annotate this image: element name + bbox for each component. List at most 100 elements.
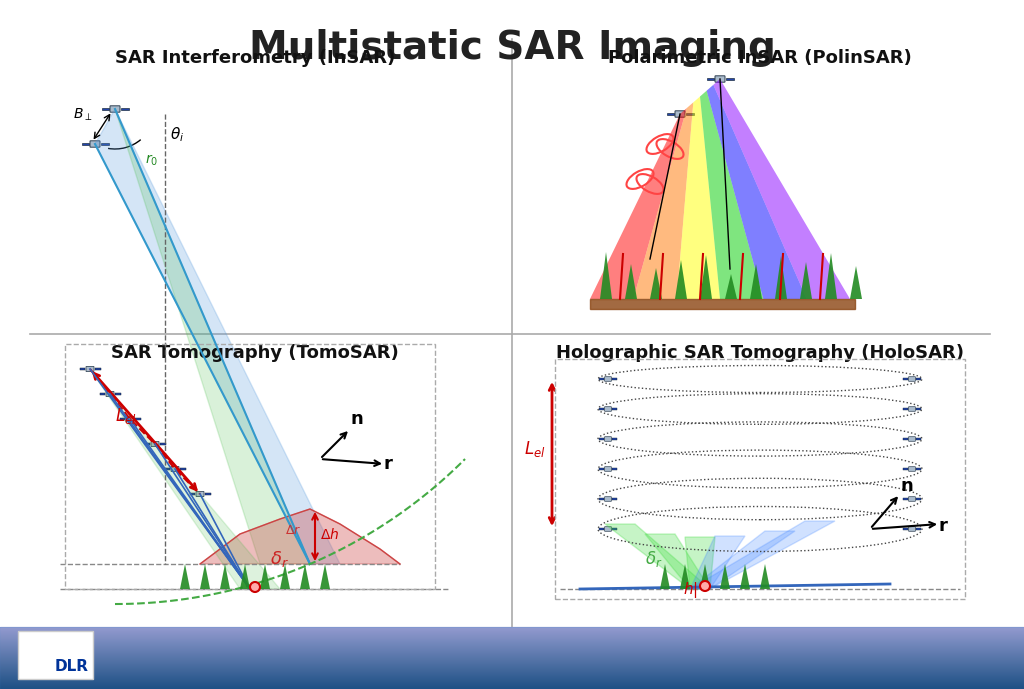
Polygon shape <box>0 646 1024 647</box>
Text: $\mathbf{n}$: $\mathbf{n}$ <box>350 410 364 428</box>
Polygon shape <box>95 109 340 564</box>
Polygon shape <box>0 675 1024 676</box>
Polygon shape <box>0 632 1024 633</box>
Polygon shape <box>700 91 763 299</box>
FancyBboxPatch shape <box>908 377 915 381</box>
Polygon shape <box>700 251 712 299</box>
Bar <box>612 378 617 380</box>
FancyBboxPatch shape <box>171 466 179 471</box>
Polygon shape <box>590 299 855 309</box>
Polygon shape <box>800 249 812 299</box>
Polygon shape <box>0 685 1024 686</box>
Polygon shape <box>90 369 280 589</box>
Bar <box>612 408 617 410</box>
Polygon shape <box>0 653 1024 654</box>
Polygon shape <box>0 635 1024 636</box>
Text: $\Delta r$: $\Delta r$ <box>285 524 301 537</box>
FancyBboxPatch shape <box>86 367 94 371</box>
Polygon shape <box>0 657 1024 658</box>
Bar <box>707 78 714 81</box>
Polygon shape <box>0 658 1024 659</box>
Polygon shape <box>0 638 1024 639</box>
FancyBboxPatch shape <box>715 76 725 82</box>
Text: SAR Tomography (TomoSAR): SAR Tomography (TomoSAR) <box>112 344 399 362</box>
Polygon shape <box>0 686 1024 687</box>
Bar <box>599 378 604 380</box>
Polygon shape <box>0 650 1024 651</box>
Text: $\mathbf{r}$: $\mathbf{r}$ <box>938 517 949 535</box>
FancyBboxPatch shape <box>604 466 611 471</box>
Polygon shape <box>0 662 1024 663</box>
Polygon shape <box>690 521 835 589</box>
Polygon shape <box>825 261 837 299</box>
Polygon shape <box>0 634 1024 635</box>
Bar <box>115 393 121 395</box>
FancyBboxPatch shape <box>106 391 114 397</box>
Polygon shape <box>645 534 710 589</box>
FancyBboxPatch shape <box>604 407 611 411</box>
Polygon shape <box>0 629 1024 630</box>
FancyBboxPatch shape <box>196 491 204 497</box>
Bar <box>916 498 921 500</box>
FancyBboxPatch shape <box>675 111 685 117</box>
FancyBboxPatch shape <box>151 442 159 446</box>
Bar <box>18 631 93 679</box>
Polygon shape <box>0 645 1024 646</box>
FancyBboxPatch shape <box>908 466 915 471</box>
Polygon shape <box>260 564 270 589</box>
Polygon shape <box>0 679 1024 680</box>
Bar <box>144 443 151 445</box>
Polygon shape <box>0 668 1024 669</box>
Polygon shape <box>0 627 1024 628</box>
Bar <box>667 112 674 115</box>
Polygon shape <box>180 564 190 589</box>
Bar <box>916 378 921 380</box>
Polygon shape <box>0 688 1024 689</box>
Polygon shape <box>700 564 710 589</box>
Polygon shape <box>0 628 1024 629</box>
Bar <box>160 443 166 445</box>
Bar <box>903 378 908 380</box>
Bar <box>165 468 170 470</box>
Bar <box>121 107 128 110</box>
Polygon shape <box>0 678 1024 679</box>
Polygon shape <box>0 663 1024 664</box>
Polygon shape <box>280 564 290 589</box>
Bar <box>903 468 908 470</box>
FancyBboxPatch shape <box>604 497 611 502</box>
Text: $B_\perp$: $B_\perp$ <box>73 107 92 123</box>
Polygon shape <box>677 96 720 299</box>
Polygon shape <box>0 642 1024 643</box>
Polygon shape <box>0 630 1024 631</box>
Polygon shape <box>0 637 1024 638</box>
Bar <box>726 78 733 81</box>
Polygon shape <box>0 643 1024 644</box>
Text: DLR: DLR <box>55 659 89 674</box>
Text: $h|$: $h|$ <box>683 580 697 600</box>
Polygon shape <box>0 661 1024 662</box>
Polygon shape <box>0 666 1024 667</box>
Polygon shape <box>714 79 850 299</box>
Text: $r_0$: $r_0$ <box>145 153 158 168</box>
Bar <box>101 107 109 110</box>
Polygon shape <box>0 644 1024 645</box>
Polygon shape <box>740 564 750 589</box>
Polygon shape <box>0 673 1024 674</box>
Polygon shape <box>685 537 715 589</box>
Polygon shape <box>660 564 670 589</box>
FancyBboxPatch shape <box>604 526 611 531</box>
Bar <box>555 359 965 599</box>
Text: SAR Interferometry (InSAR): SAR Interferometry (InSAR) <box>115 49 395 67</box>
Bar <box>903 528 908 530</box>
Bar <box>916 438 921 440</box>
Polygon shape <box>0 674 1024 675</box>
Bar <box>80 368 85 370</box>
Text: $\Delta h$: $\Delta h$ <box>319 527 339 542</box>
Polygon shape <box>0 659 1024 660</box>
Polygon shape <box>0 680 1024 681</box>
Polygon shape <box>0 633 1024 634</box>
FancyBboxPatch shape <box>604 377 611 381</box>
Polygon shape <box>0 639 1024 640</box>
Polygon shape <box>750 270 762 299</box>
Bar <box>99 393 105 395</box>
